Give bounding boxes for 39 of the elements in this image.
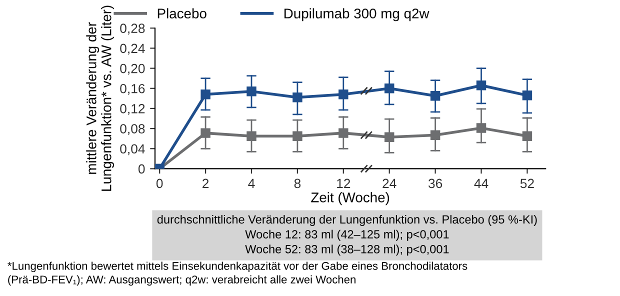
y-tick-label: 0,16 [120, 84, 145, 95]
x-tick-label: 2 [202, 178, 209, 188]
x-tick-label: 0 [156, 178, 163, 188]
x-tick-label: 8 [294, 178, 301, 188]
point [430, 91, 440, 101]
point [338, 128, 348, 138]
x-tick-label: 52 [520, 178, 534, 188]
x-tick-label: 24 [382, 178, 396, 188]
point [246, 86, 256, 96]
text: *Lungenfunktion bewertet mittels Einsekundenkapazität vor der Gabe eines Bronchodilatators (Prä-BD-FEV₁); AW: Ausgangswert; q2w: verabreicht alle zwei Wochen [8, 262, 468, 286]
y-tick-label: 0,12 [120, 104, 145, 115]
point [522, 90, 532, 100]
y-tick-label: 0,20 [120, 64, 145, 75]
point [430, 130, 440, 140]
y-tick-label: 0,28 [120, 24, 145, 35]
point [476, 123, 486, 133]
point [522, 131, 532, 141]
point [476, 80, 486, 90]
point [200, 90, 210, 100]
point [246, 131, 256, 141]
y-axis-title: mittlere Veränderung der Lungenfunktion* vs. AW (Liter) [86, 6, 114, 191]
legend-label: Placebo [158, 8, 206, 18]
y-tick-label: 0,24 [120, 44, 145, 55]
x-tick-label: 4 [248, 178, 255, 188]
point [384, 84, 394, 94]
x-tick-label: 44 [474, 178, 488, 188]
legend-label: Dupilumab 300 mg q2w [284, 8, 430, 22]
point [292, 92, 302, 102]
point [384, 132, 394, 142]
text: durchschnittliche Veränderung der Lungenfunktion vs. Placebo (95 %-KI) Woche 12: 83 ml (42–125 ml); p<0,001 Woche 52: 83 ml (38–128 ml); p<0,001 [157, 214, 537, 256]
point [338, 90, 348, 100]
x-tick-label: 36 [428, 178, 442, 188]
point [292, 131, 302, 141]
y-tick-label: 0 [138, 164, 145, 174]
x-axis-title: Zeit (Woche) [311, 192, 390, 206]
y-tick-label: 0,04 [120, 144, 145, 156]
point [200, 128, 210, 138]
y-tick-label: 0,08 [120, 124, 145, 136]
x-tick-label: 12 [337, 178, 350, 188]
